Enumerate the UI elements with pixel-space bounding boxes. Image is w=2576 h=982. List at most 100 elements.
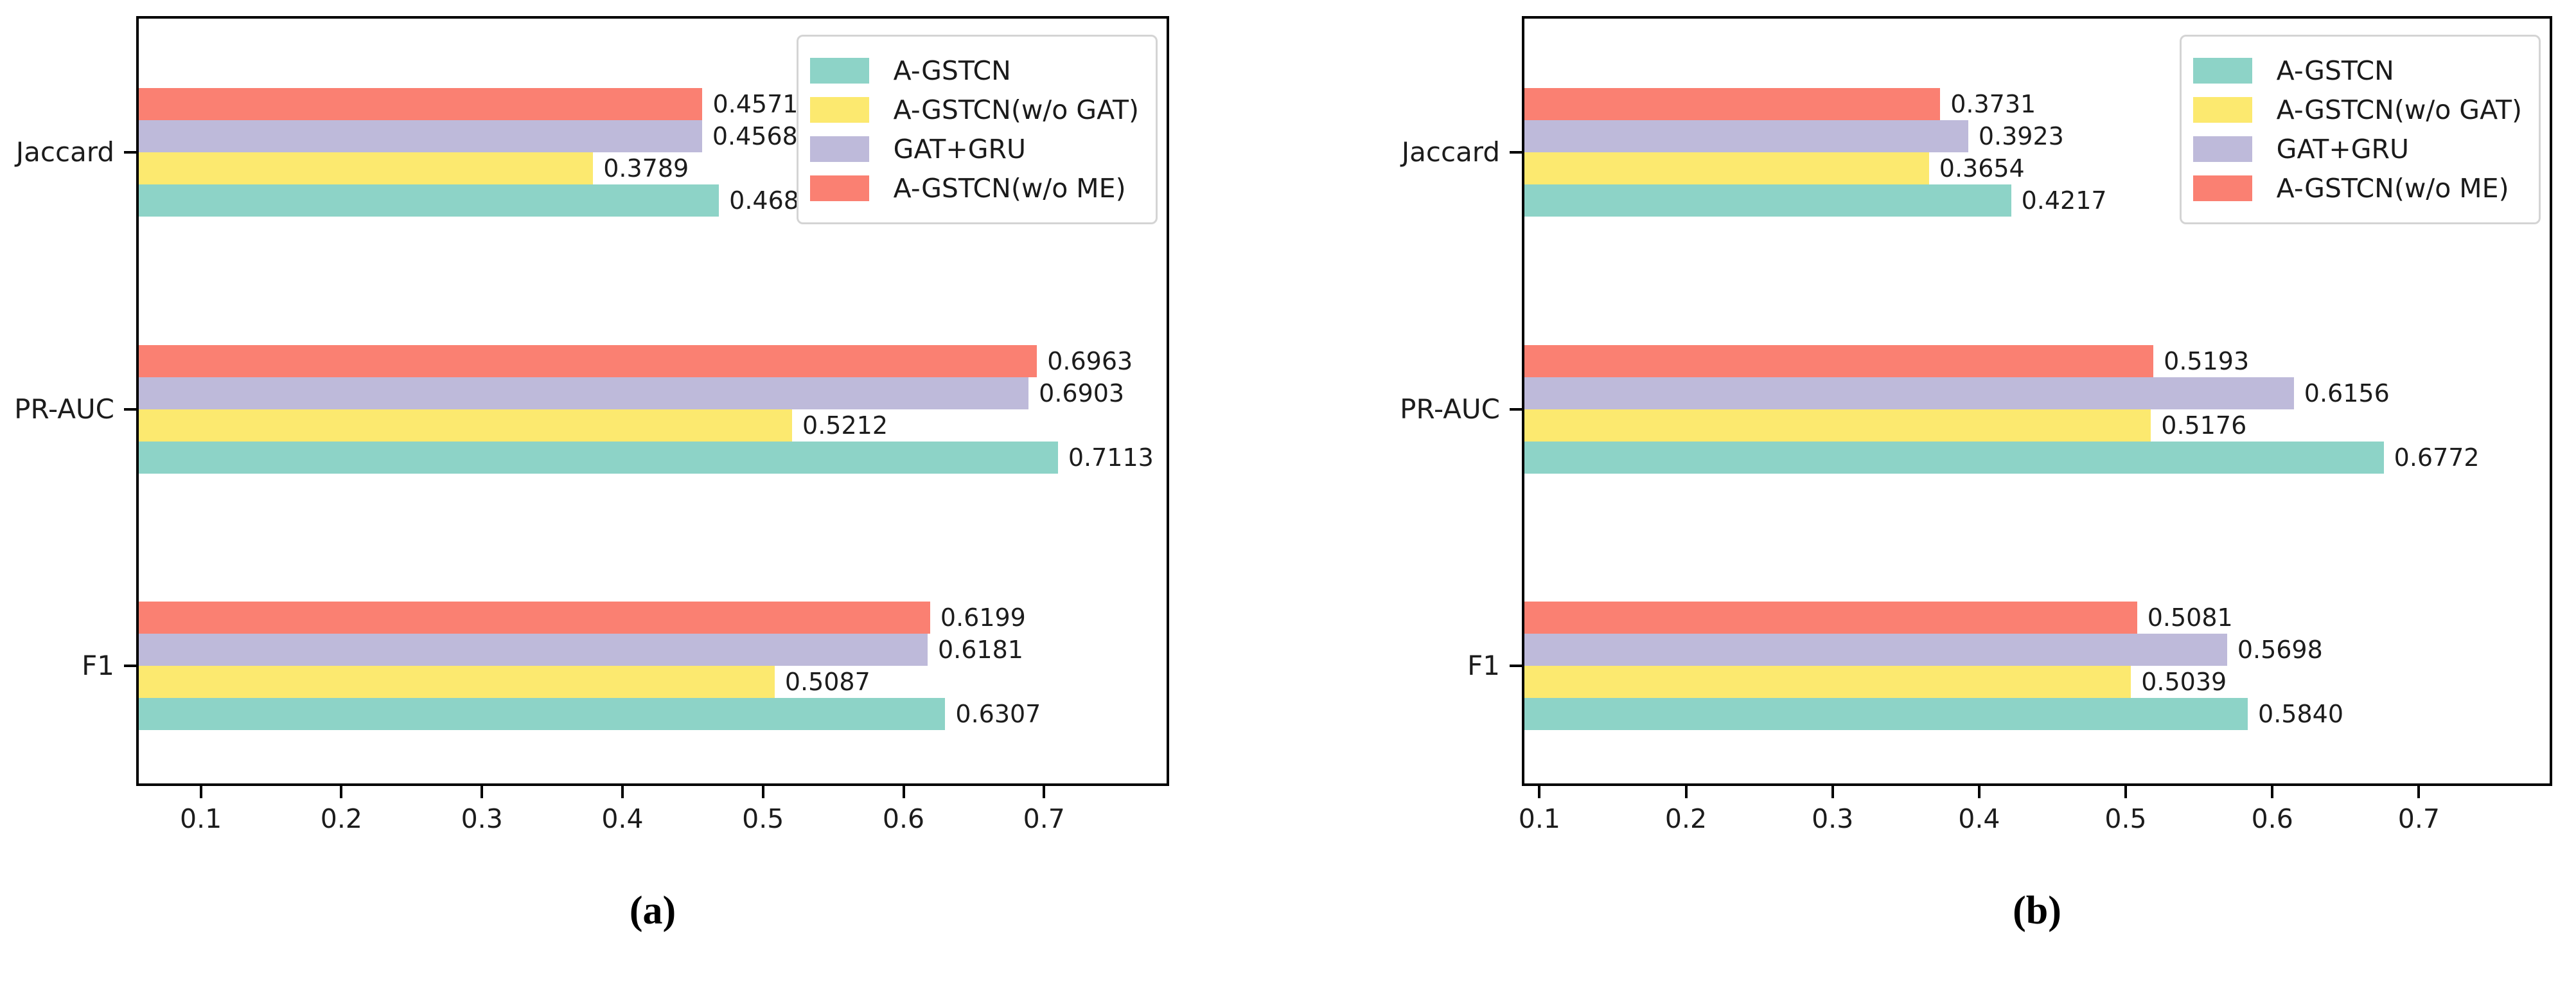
plot-area: A-GSTCN A-GSTCN(w/o GAT) GAT+GRU A-GSTCN(w/… (136, 16, 1169, 786)
y-tick (124, 665, 136, 667)
bar-a-gstcn-w-o-gat-pr-auc (139, 409, 793, 442)
legend-swatch-a-gstcn-w-o-me (2192, 175, 2252, 201)
caption-a: (a) (629, 889, 676, 933)
bar-value-label: 0.6772 (2394, 443, 2480, 472)
legend-label: A-GSTCN(w/o GAT) (893, 94, 1139, 125)
bar-a-gstcn-w-o-gat-jaccard (1524, 152, 1929, 184)
legend-item-a-gstcn-w-o-gat: A-GSTCN(w/o GAT) (809, 94, 1139, 125)
legend-label: A-GSTCN(w/o GAT) (2276, 94, 2522, 125)
x-tick-label: 0.7 (1023, 803, 1065, 834)
bar-value-label: 0.6181 (937, 636, 1023, 664)
bar-a-gstcn-w-o-gat-jaccard (139, 152, 594, 184)
legend: A-GSTCN A-GSTCN(w/o GAT) GAT+GRU A-GSTCN(w/… (796, 35, 1158, 224)
bar-value-label: 0.5081 (2147, 603, 2233, 632)
bar-a-gstcn-w-o-me-f1 (139, 602, 930, 634)
x-tick-label: 0.3 (461, 803, 503, 834)
x-tick-label: 0.4 (1958, 803, 2000, 834)
bar-value-label: 0.5176 (2161, 411, 2247, 440)
legend-item-a-gstcn-w-o-gat: A-GSTCN(w/o GAT) (2192, 94, 2522, 125)
x-tick (1043, 786, 1046, 798)
bar-a-gstcn-w-o-me-pr-auc (1524, 344, 2154, 377)
y-axis-label-jaccard: Jaccard (15, 136, 114, 168)
bar-value-label: 0.6903 (1039, 379, 1125, 407)
x-tick-label: 0.1 (180, 803, 222, 834)
x-tick (621, 786, 624, 798)
x-tick (1684, 786, 1688, 798)
legend: A-GSTCN A-GSTCN(w/o GAT) GAT+GRU A-GSTCN(w/… (2179, 35, 2541, 224)
x-tick (2417, 786, 2421, 798)
bar-value-label: 0.4568 (712, 122, 798, 150)
bar-a-gstcn-w-o-gat-pr-auc (1524, 409, 2151, 442)
x-tick-label: 0.4 (601, 803, 644, 834)
legend-label: A-GSTCN (2276, 55, 2394, 86)
bar-a-gstcn-w-o-gat-f1 (139, 666, 775, 698)
bar-gat-gru-jaccard (1524, 120, 1968, 152)
bar-gat-gru-pr-auc (139, 377, 1029, 409)
legend-item-a-gstcn: A-GSTCN (2192, 55, 2522, 86)
legend-label: A-GSTCN (893, 55, 1011, 86)
bar-value-label: 0.4571 (712, 90, 798, 118)
bar-gat-gru-f1 (1524, 634, 2227, 666)
y-tick (124, 151, 136, 154)
bar-value-label: 0.7113 (1068, 443, 1154, 472)
bar-value-label: 0.4217 (2021, 186, 2107, 215)
legend-label: GAT+GRU (2276, 134, 2409, 165)
bar-value-label: 0.5087 (784, 668, 870, 696)
bar-a-gstcn-pr-auc (1524, 441, 2384, 474)
y-axis-label-f1: F1 (82, 650, 114, 681)
bar-value-label: 0.5840 (2258, 700, 2344, 728)
bar-value-label: 0.6199 (940, 603, 1026, 632)
x-tick (1538, 786, 1541, 798)
x-tick (2271, 786, 2274, 798)
legend-swatch-a-gstcn (809, 58, 869, 84)
x-tick (761, 786, 764, 798)
legend-item-a-gstcn: A-GSTCN (809, 55, 1139, 86)
chart-panel-b: A-GSTCN A-GSTCN(w/o GAT) GAT+GRU A-GSTCN(w/… (1288, 0, 2576, 982)
x-tick (2124, 786, 2128, 798)
bar-gat-gru-pr-auc (1524, 377, 2294, 409)
y-axis-label-pr-auc: PR-AUC (1400, 393, 1500, 425)
bar-gat-gru-f1 (139, 634, 928, 666)
x-tick-label: 0.2 (1664, 803, 1707, 834)
bar-value-label: 0.6156 (2304, 379, 2390, 407)
bar-a-gstcn-jaccard (139, 184, 719, 217)
legend-swatch-a-gstcn (2192, 58, 2252, 84)
x-tick (902, 786, 905, 798)
bar-value-label: 0.5698 (2237, 636, 2323, 664)
x-tick-label: 0.1 (1518, 803, 1560, 834)
legend-item-a-gstcn-w-o-me: A-GSTCN(w/o ME) (809, 173, 1139, 204)
plot-area: A-GSTCN A-GSTCN(w/o GAT) GAT+GRU A-GSTCN(w/… (1522, 16, 2552, 786)
legend-swatch-gat-gru (2192, 136, 2252, 162)
bar-value-label: 0.5212 (802, 411, 888, 440)
bar-a-gstcn-w-o-me-jaccard (139, 88, 703, 120)
bar-value-label: 0.3731 (1950, 90, 2036, 118)
y-axis-label-jaccard: Jaccard (1401, 136, 1500, 168)
chart-panel-a: A-GSTCN A-GSTCN(w/o GAT) GAT+GRU A-GSTCN(w/… (14, 16, 1169, 933)
legend-swatch-a-gstcn-w-o-gat (2192, 97, 2252, 123)
x-tick (1977, 786, 1981, 798)
x-tick (340, 786, 343, 798)
bar-value-label: 0.3789 (603, 154, 689, 183)
bar-a-gstcn-f1 (139, 698, 946, 730)
x-tick-label: 0.3 (1812, 803, 1854, 834)
x-tick (481, 786, 484, 798)
x-tick-label: 0.7 (2397, 803, 2440, 834)
x-tick-label: 0.5 (2104, 803, 2147, 834)
x-tick-label: 0.5 (742, 803, 784, 834)
legend-item-a-gstcn-w-o-me: A-GSTCN(w/o ME) (2192, 173, 2522, 204)
y-tick (124, 407, 136, 411)
bar-a-gstcn-jaccard (1524, 184, 2011, 217)
bar-value-label: 0.6307 (955, 700, 1041, 728)
legend-item-gat-gru: GAT+GRU (809, 134, 1139, 165)
y-axis-label-pr-auc: PR-AUC (14, 393, 114, 425)
bar-a-gstcn-w-o-gat-f1 (1524, 666, 2131, 698)
legend-label: GAT+GRU (893, 134, 1026, 165)
bar-value-label: 0.3923 (1978, 122, 2064, 150)
bar-value-label: 0.5039 (2141, 668, 2227, 696)
bar-value-label: 0.3654 (1939, 154, 2025, 183)
bar-value-label: 0.5193 (2164, 346, 2250, 375)
bar-a-gstcn-f1 (1524, 698, 2248, 730)
bar-a-gstcn-w-o-me-f1 (1524, 602, 2137, 634)
legend-label: A-GSTCN(w/o ME) (2276, 173, 2509, 204)
